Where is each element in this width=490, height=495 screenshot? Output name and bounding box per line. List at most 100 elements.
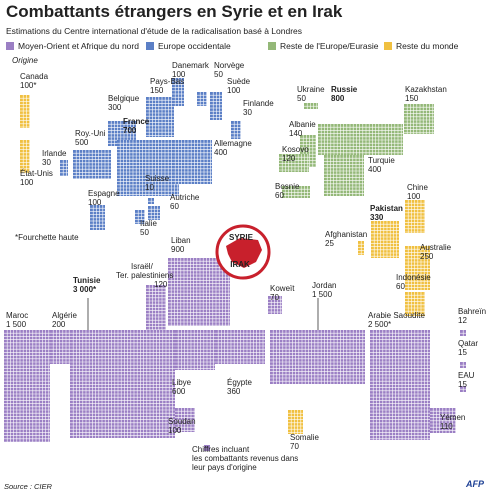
label-bosnie: Bosnie	[275, 182, 300, 191]
label-tat-unis: État-Unis	[20, 169, 53, 178]
bar-fill	[370, 330, 430, 440]
bar-finlande	[231, 121, 241, 139]
bar-kowe-t	[268, 296, 282, 314]
label-canada: Canada	[20, 72, 49, 81]
value-liban: 900	[171, 245, 185, 254]
value-suisse: 10	[145, 183, 154, 192]
bar-jordan	[270, 330, 365, 384]
chart-subtitle: Estimations du Centre international d'ét…	[6, 26, 303, 36]
value-tunisie: 3 000*	[73, 285, 97, 294]
label-tunisie: Tunisie	[73, 276, 101, 285]
value-australie: 250	[420, 252, 434, 261]
label-ukraine: Ukraine	[297, 85, 325, 94]
country-labels: Canada100*Irlande30État-Unis100Belgique3…	[6, 61, 486, 451]
label-gypte: Égypte	[227, 378, 252, 387]
bar-fill	[20, 95, 30, 128]
value-pakistan: 330	[370, 213, 384, 222]
bar-fill	[197, 92, 207, 106]
label-kazakhstan: Kazakhstan	[405, 85, 447, 94]
bar-fill	[20, 140, 30, 173]
label-qatar: Qatar	[458, 339, 478, 348]
label-alg-rie: Algérie	[52, 311, 77, 320]
legend-swatch	[268, 42, 276, 50]
value-maroc: 1 500	[6, 320, 27, 329]
bar-y-men	[430, 408, 456, 433]
label-russie: Russie	[331, 85, 358, 94]
label-finlande: Finlande	[243, 99, 274, 108]
value-chine: 100	[407, 192, 421, 201]
label-italie: Italie	[140, 219, 157, 228]
value-eau: 15	[458, 380, 467, 389]
value-y-men: 110	[440, 422, 453, 431]
bar-gypte	[215, 330, 265, 364]
value-afghanistan: 25	[325, 239, 334, 248]
value-canada: 100*	[20, 81, 36, 90]
value-italie: 50	[140, 228, 149, 237]
bar-pakistan	[371, 221, 399, 258]
bar-libye	[175, 330, 215, 370]
label-belgique: Belgique	[108, 94, 140, 103]
value-su-de: 100	[227, 86, 241, 95]
bar-fill	[405, 292, 425, 316]
syria-iraq-map-shape	[226, 238, 262, 268]
label-liban: Liban	[171, 236, 191, 245]
footnote-line-1: Chiffres incluant	[192, 445, 250, 454]
label-afghanistan: Afghanistan	[325, 230, 367, 239]
bar-irlande	[60, 160, 68, 177]
footnote-high-range: *Fourchette haute	[15, 233, 79, 242]
bar-fill	[404, 104, 434, 134]
value-danemark: 100	[172, 70, 186, 79]
value-arabie-saoudite: 2 500*	[368, 320, 391, 329]
label-espagne: Espagne	[88, 189, 120, 198]
bar-alg-rie	[50, 330, 72, 364]
bar-chine	[405, 200, 425, 233]
value-qatar: 15	[458, 348, 467, 357]
value-france: 700	[123, 126, 137, 135]
source-credit: Source : CIER	[4, 482, 52, 491]
value-russie: 800	[331, 94, 345, 103]
value-kazakhstan: 150	[405, 94, 419, 103]
bar-liban	[168, 258, 230, 326]
label-pays-bas: Pays-Bas	[150, 77, 184, 86]
label-australie: Australie	[420, 243, 452, 252]
value-indon-sie: 60	[396, 282, 405, 291]
bar-soudan	[175, 408, 195, 432]
value-kosovo: 120	[282, 154, 296, 163]
bar-pays-bas	[146, 97, 174, 137]
bar-fill	[405, 200, 425, 233]
bar-kazakhstan	[404, 104, 434, 134]
value-norv-ge: 50	[214, 70, 223, 79]
value-espagne: 100	[88, 198, 102, 207]
value-jordan: 1 500	[312, 290, 333, 299]
label-norv-ge: Norvège	[214, 61, 245, 70]
syria-label: SYRIE	[229, 233, 254, 242]
value-pays-bas: 150	[150, 86, 164, 95]
label-isra-l-ter-palestiniens: Israël/	[131, 262, 154, 271]
legend-item-rest-europe: Reste de l'Europe/Eurasie	[268, 41, 379, 51]
syria-iraq-badge: SYRIE IRAK	[215, 224, 271, 280]
bar-qatar	[460, 362, 466, 368]
value-isra-l-ter-palestiniens: 120	[154, 280, 168, 289]
legend-swatch	[384, 42, 392, 50]
origin-label: Origine	[12, 56, 38, 65]
label-autriche: Autriche	[170, 193, 200, 202]
value-roy-uni: 500	[75, 138, 89, 147]
bar-bahre-n	[460, 330, 466, 336]
bar-fill	[135, 210, 145, 224]
legend-swatch	[6, 42, 14, 50]
label-jordan: Jordan	[312, 281, 336, 290]
footnote-line-3: leur pays d'origine	[192, 463, 257, 472]
value-irlande: 30	[42, 158, 51, 167]
value-gypte: 360	[227, 387, 241, 396]
bar-somalie	[288, 410, 303, 434]
value-bahre-n: 12	[458, 316, 467, 325]
value-belgique: 300	[108, 103, 122, 112]
bar-suisse	[148, 198, 154, 204]
value-somalie: 70	[290, 442, 299, 451]
value-tat-unis: 100	[20, 178, 34, 187]
footnote-line-2: les combattants revenus dans	[192, 454, 298, 463]
bar-italie	[135, 210, 145, 224]
bar-fill	[168, 258, 230, 326]
